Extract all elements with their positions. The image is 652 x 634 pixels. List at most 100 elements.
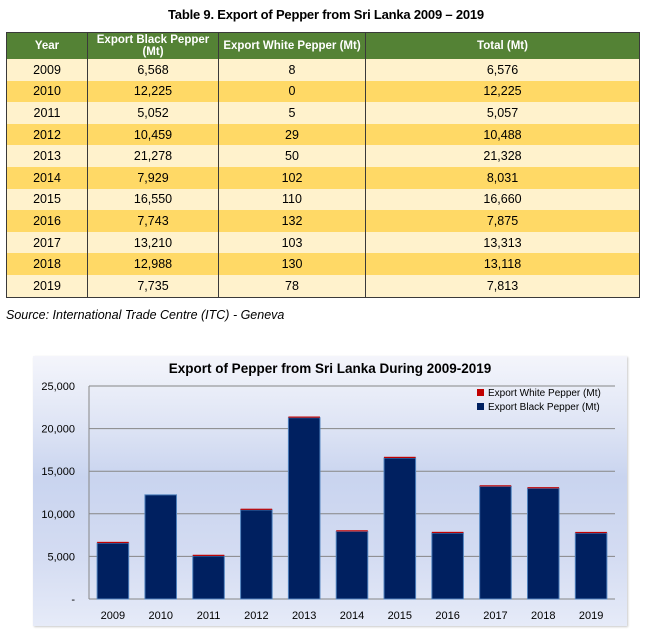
- x-tick-label: 2018: [531, 610, 555, 622]
- cell-white-pepper: 130: [218, 253, 366, 275]
- cell-year: 2014: [6, 166, 88, 189]
- cell-total: 6,576: [365, 59, 640, 81]
- cell-year: 2016: [6, 210, 88, 232]
- table-row: 2010 12,225 0 12,225: [6, 80, 640, 103]
- header-black-pepper: Export Black Pepper (Mt): [87, 32, 219, 59]
- cell-total: 10,488: [365, 123, 640, 146]
- header-year: Year: [6, 32, 88, 59]
- cell-black-pepper: 10,459: [87, 123, 219, 146]
- y-tick-label: 10,000: [41, 509, 75, 521]
- x-tick-label: 2009: [101, 610, 125, 622]
- legend-swatch: [477, 403, 484, 410]
- bar-white-pepper: [479, 485, 512, 487]
- bar-white-pepper: [431, 531, 464, 534]
- legend-label: Export White Pepper (Mt): [488, 388, 601, 399]
- bar-white-pepper: [240, 508, 273, 510]
- cell-black-pepper: 5,052: [87, 102, 219, 124]
- x-tick-label: 2010: [148, 610, 172, 622]
- header-white-pepper: Export White Pepper (Mt): [218, 32, 366, 59]
- x-tick-label: 2012: [244, 610, 268, 622]
- bar-black-pepper: [479, 485, 512, 600]
- export-table: Year Export Black Pepper (Mt) Export Whi…: [6, 32, 640, 298]
- table-row: 2012 10,459 29 10,488: [6, 123, 640, 146]
- bar-white-pepper: [288, 416, 320, 418]
- table-row: 2018 12,988 130 13,118: [6, 253, 640, 275]
- cell-total: 7,875: [365, 210, 640, 232]
- bar-white-pepper: [192, 554, 225, 556]
- bar-black-pepper: [526, 487, 560, 600]
- bar-black-pepper: [144, 494, 178, 600]
- table-row: 2009 6,568 8 6,576: [6, 59, 640, 81]
- cell-year: 2015: [6, 188, 88, 211]
- table-title: Table 9. Export of Pepper from Sri Lanka…: [168, 7, 484, 22]
- cell-white-pepper: 103: [218, 231, 366, 254]
- table-row: 2017 13,210 103 13,313: [6, 231, 640, 254]
- x-tick-label: 2016: [435, 610, 459, 622]
- cell-black-pepper: 7,743: [87, 210, 219, 232]
- table-header-row: Year Export Black Pepper (Mt) Export Whi…: [6, 32, 640, 59]
- bar-white-pepper: [336, 530, 368, 532]
- bar-chart: Export of Pepper from Sri Lanka During 2…: [41, 361, 615, 622]
- table-row: 2015 16,550 110 16,660: [6, 188, 640, 211]
- cell-year: 2013: [6, 145, 88, 167]
- bar-white-pepper: [575, 531, 607, 534]
- cell-total: 5,057: [365, 102, 640, 124]
- cell-year: 2017: [6, 231, 88, 254]
- header-total: Total (Mt): [365, 32, 640, 59]
- cell-black-pepper: 13,210: [87, 231, 219, 254]
- chart-frame: Export of Pepper from Sri Lanka During 2…: [33, 356, 627, 626]
- bar-black-pepper: [383, 457, 417, 600]
- cell-total: 13,313: [365, 231, 640, 254]
- legend-label: Export Black Pepper (Mt): [488, 402, 600, 413]
- y-tick-label: 5,000: [47, 551, 75, 563]
- x-tick-label: 2011: [197, 610, 221, 622]
- y-tick-label: -: [71, 594, 75, 606]
- cell-black-pepper: 12,988: [87, 253, 219, 275]
- x-tick-label: 2015: [388, 610, 412, 622]
- bar-black-pepper: [240, 509, 273, 600]
- bar-black-pepper: [335, 530, 369, 600]
- cell-year: 2011: [6, 102, 88, 124]
- cell-black-pepper: 7,929: [87, 166, 219, 189]
- cell-white-pepper: 132: [218, 210, 366, 232]
- x-tick-label: 2019: [579, 610, 603, 622]
- bar-black-pepper: [192, 555, 225, 600]
- cell-white-pepper: 102: [218, 166, 366, 189]
- source-note: Source: International Trade Centre (ITC)…: [6, 308, 285, 322]
- bar-black-pepper: [287, 417, 321, 600]
- legend-swatch: [477, 389, 484, 396]
- cell-white-pepper: 29: [218, 123, 366, 146]
- cell-year: 2009: [6, 59, 88, 81]
- cell-black-pepper: 7,735: [87, 274, 219, 298]
- cell-black-pepper: 16,550: [87, 188, 219, 211]
- cell-white-pepper: 110: [218, 188, 366, 211]
- chart-title: Export of Pepper from Sri Lanka During 2…: [169, 361, 492, 376]
- cell-white-pepper: 5: [218, 102, 366, 124]
- cell-total: 21,328: [365, 145, 640, 167]
- bar-black-pepper: [574, 532, 608, 600]
- cell-year: 2012: [6, 123, 88, 146]
- table-row: 2019 7,735 78 7,813: [6, 274, 640, 298]
- cell-total: 8,031: [365, 166, 640, 189]
- x-tick-label: 2014: [340, 610, 364, 622]
- cell-total: 16,660: [365, 188, 640, 211]
- cell-white-pepper: 0: [218, 80, 366, 103]
- cell-total: 12,225: [365, 80, 640, 103]
- table-row: 2011 5,052 5 5,057: [6, 102, 640, 124]
- table-row: 2014 7,929 102 8,031: [6, 166, 640, 189]
- x-tick-label: 2013: [292, 610, 316, 622]
- table-row: 2013 21,278 50 21,328: [6, 145, 640, 167]
- cell-black-pepper: 6,568: [87, 59, 219, 81]
- cell-white-pepper: 50: [218, 145, 366, 167]
- cell-year: 2018: [6, 253, 88, 275]
- cell-white-pepper: 78: [218, 274, 366, 298]
- cell-total: 13,118: [365, 253, 640, 275]
- y-tick-label: 15,000: [41, 466, 75, 478]
- bar-black-pepper: [96, 542, 130, 600]
- table-row: 2016 7,743 132 7,875: [6, 210, 640, 232]
- cell-year: 2019: [6, 274, 88, 298]
- bar-white-pepper: [384, 456, 416, 458]
- bar-black-pepper: [431, 532, 464, 600]
- cell-total: 7,813: [365, 274, 640, 298]
- bar-white-pepper: [97, 541, 129, 544]
